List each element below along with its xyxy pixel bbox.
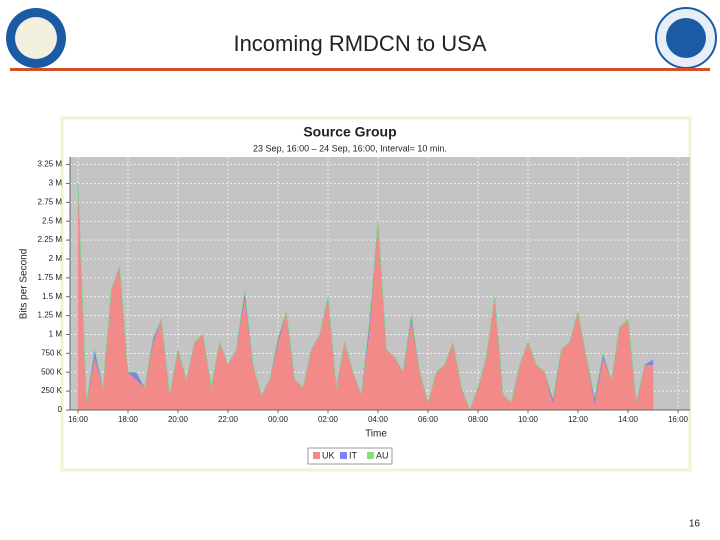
y-tick-label: 1.75 M xyxy=(38,273,63,282)
y-tick-label: 750 K xyxy=(41,348,63,357)
x-tick-label: 18:00 xyxy=(118,415,139,424)
x-tick-label: 14:00 xyxy=(618,415,639,424)
x-tick-label: 20:00 xyxy=(168,415,189,424)
y-tick-label: 3.25 M xyxy=(38,160,63,169)
y-tick-label: 2 M xyxy=(49,254,63,263)
legend-label: IT xyxy=(349,450,358,460)
page-number: 16 xyxy=(689,519,701,530)
x-tick-label: 00:00 xyxy=(268,415,289,424)
y-axis-label: Bits per Second xyxy=(19,249,30,320)
y-tick-label: 250 K xyxy=(41,386,63,395)
y-tick-label: 500 K xyxy=(41,367,63,376)
legend-label: AU xyxy=(376,450,389,460)
y-tick-label: 2.5 M xyxy=(42,216,62,225)
y-tick-label: 1.25 M xyxy=(38,311,63,320)
header-rule xyxy=(10,68,710,71)
y-tick-label: 1 M xyxy=(49,330,63,339)
logo-left-inner xyxy=(15,17,57,59)
x-tick-label: 08:00 xyxy=(468,415,489,424)
y-tick-label: 1.5 M xyxy=(42,292,62,301)
chart-subtitle: 23 Sep, 16:00 – 24 Sep, 16:00, Interval=… xyxy=(253,143,447,153)
legend-swatch xyxy=(313,452,320,459)
x-tick-label: 04:00 xyxy=(368,415,389,424)
x-tick-label: 12:00 xyxy=(568,415,589,424)
logo-right-inner xyxy=(666,18,706,58)
y-tick-label: 2.75 M xyxy=(38,197,63,206)
y-tick-label: 0 xyxy=(58,405,63,414)
legend-swatch xyxy=(367,452,374,459)
x-tick-label: 16:00 xyxy=(668,415,689,424)
legend-label: UK xyxy=(322,450,335,460)
y-tick-label: 3 M xyxy=(49,179,63,188)
legend-swatch xyxy=(340,452,347,459)
x-tick-label: 02:00 xyxy=(318,415,339,424)
x-tick-label: 06:00 xyxy=(418,415,439,424)
x-tick-label: 10:00 xyxy=(518,415,539,424)
slide-title: Incoming RMDCN to USA xyxy=(233,31,486,56)
x-axis-label: Time xyxy=(365,429,387,440)
chart-title: Source Group xyxy=(303,124,396,140)
x-tick-label: 16:00 xyxy=(68,415,89,424)
area-au xyxy=(77,183,654,411)
x-tick-label: 22:00 xyxy=(218,415,239,424)
y-tick-label: 2.25 M xyxy=(38,235,63,244)
